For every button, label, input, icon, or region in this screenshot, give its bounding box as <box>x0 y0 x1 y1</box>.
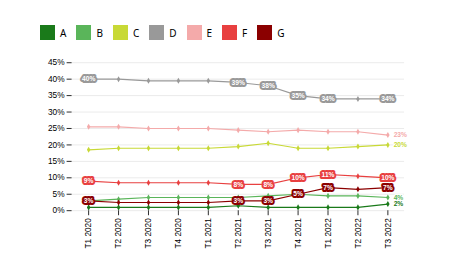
svg-text:3%: 3% <box>84 197 94 204</box>
svg-text:9%: 9% <box>84 177 94 184</box>
svg-text:T1 2021: T1 2021 <box>203 218 213 249</box>
svg-text:T3 2021: T3 2021 <box>263 218 273 249</box>
svg-text:T4 2020: T4 2020 <box>173 218 183 249</box>
svg-text:8%: 8% <box>233 181 243 188</box>
html-text:F: F <box>242 25 248 40</box>
html-text:D: D <box>169 25 177 40</box>
svg-text:4%: 4% <box>393 193 404 201</box>
svg-text:35%: 35% <box>48 90 65 100</box>
svg-text:T1 2020: T1 2020 <box>83 218 93 249</box>
svg-text:11%: 11% <box>322 171 335 178</box>
svg-text:10%: 10% <box>48 172 65 182</box>
svg-text:5%: 5% <box>293 190 303 197</box>
svg-text:7%: 7% <box>323 184 333 191</box>
svg-text:20%: 20% <box>48 140 65 150</box>
svg-text:39%: 39% <box>232 79 245 86</box>
svg-text:10%: 10% <box>291 174 304 181</box>
svg-text:40%: 40% <box>82 75 95 82</box>
svg-text:15%: 15% <box>48 156 65 166</box>
svg-text:0%: 0% <box>53 205 66 215</box>
svg-text:34%: 34% <box>381 95 394 102</box>
svg-text:T3 2022: T3 2022 <box>383 218 393 249</box>
svg-text:30%: 30% <box>48 107 65 117</box>
svg-text:10%: 10% <box>381 174 394 181</box>
svg-text:3%: 3% <box>233 197 243 204</box>
svg-text:3%: 3% <box>263 197 273 204</box>
svg-text:34%: 34% <box>321 95 334 102</box>
svg-text:T2 2020: T2 2020 <box>113 218 123 249</box>
html-text:G: G <box>277 25 285 40</box>
svg-text:T3 2020: T3 2020 <box>143 218 153 249</box>
svg-text:5%: 5% <box>53 189 66 199</box>
svg-text:T1 2022: T1 2022 <box>323 218 333 249</box>
svg-text:35%: 35% <box>291 92 304 99</box>
html-text:C: C <box>132 25 140 40</box>
svg-text:8%: 8% <box>263 181 273 188</box>
svg-text:40%: 40% <box>48 74 65 84</box>
svg-text:T2 2022: T2 2022 <box>353 218 363 249</box>
svg-text:25%: 25% <box>48 123 65 133</box>
svg-text:2%: 2% <box>394 200 404 207</box>
html-text:A: A <box>60 25 67 40</box>
svg-text:23%: 23% <box>394 131 407 138</box>
svg-text:7%: 7% <box>383 184 393 191</box>
html-text:E: E <box>206 25 213 40</box>
svg-text:20%: 20% <box>394 141 407 148</box>
svg-text:45%: 45% <box>48 57 65 67</box>
svg-text:38%: 38% <box>262 82 275 89</box>
svg-text:T4 2021: T4 2021 <box>293 218 303 249</box>
html-text:B: B <box>96 25 103 40</box>
svg-text:T2 2021: T2 2021 <box>233 218 243 249</box>
